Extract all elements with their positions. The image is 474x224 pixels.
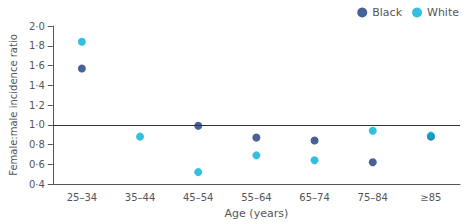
svg-text:Female:male incidence ratio: Female:male incidence ratio [8, 34, 19, 176]
svg-text:≥85: ≥85 [420, 192, 441, 203]
svg-text:2·0: 2·0 [29, 21, 45, 32]
svg-text:55–64: 55–64 [241, 192, 271, 203]
svg-text:65–74: 65–74 [299, 192, 329, 203]
svg-text:1·2: 1·2 [29, 100, 45, 111]
svg-text:0·6: 0·6 [29, 159, 45, 170]
svg-text:Black: Black [372, 6, 402, 19]
svg-text:0·8: 0·8 [29, 139, 45, 150]
svg-text:1·6: 1·6 [29, 60, 45, 71]
svg-text:45–54: 45–54 [183, 192, 213, 203]
svg-text:Age (years): Age (years) [225, 207, 289, 220]
svg-text:1·4: 1·4 [29, 80, 45, 91]
svg-text:0·4: 0·4 [29, 179, 45, 190]
svg-text:75–84: 75–84 [358, 192, 388, 203]
svg-text:White: White [427, 6, 459, 19]
svg-text:1·0: 1·0 [29, 119, 45, 130]
svg-text:35–44: 35–44 [125, 192, 155, 203]
svg-text:25–34: 25–34 [67, 192, 97, 203]
svg-text:1·8: 1·8 [29, 40, 45, 51]
